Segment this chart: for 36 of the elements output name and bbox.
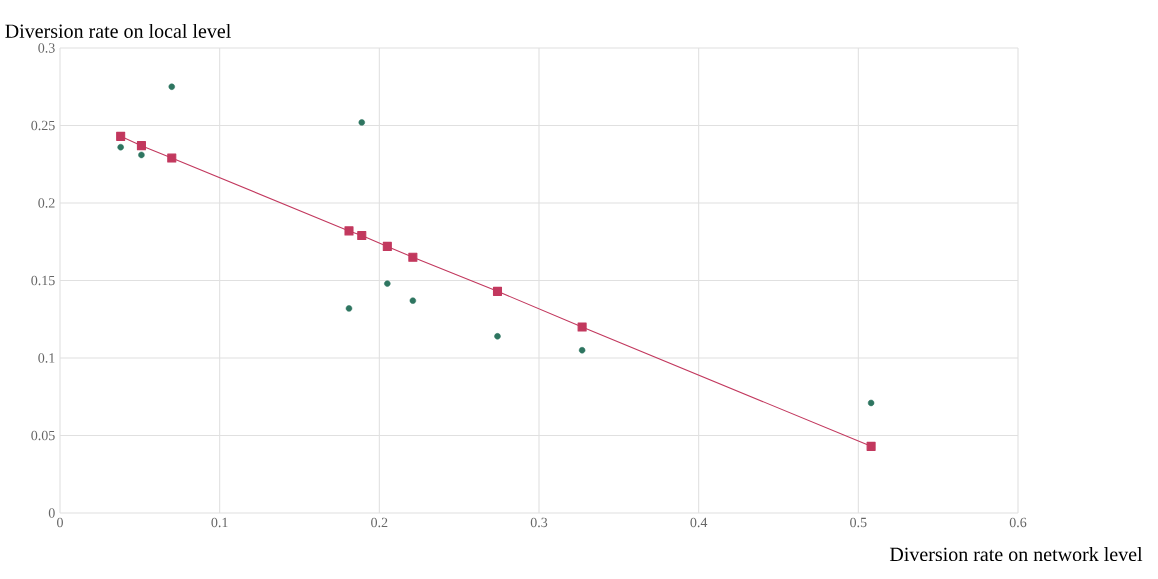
point bbox=[136, 141, 146, 151]
x-axis-title: Diversion rate on network level bbox=[889, 547, 1143, 562]
x-tick-label: 0.5 bbox=[850, 517, 867, 528]
point bbox=[345, 305, 353, 312]
x-tick-label: 0.2 bbox=[371, 517, 388, 528]
point bbox=[384, 280, 391, 287]
x-tick-label: 0.3 bbox=[530, 517, 548, 528]
y-axis-title: Diversion rate on local level bbox=[5, 23, 231, 38]
x-tick-label: 0.1 bbox=[211, 517, 228, 528]
x-tick-label: 0 bbox=[57, 517, 63, 528]
point bbox=[577, 322, 587, 332]
point bbox=[382, 241, 392, 251]
point bbox=[408, 252, 418, 262]
point bbox=[494, 333, 501, 340]
y-tick-label: 0.3 bbox=[38, 43, 55, 53]
x-tick-label: 0.4 bbox=[690, 517, 708, 528]
point bbox=[409, 297, 417, 304]
point bbox=[167, 153, 177, 163]
y-tick-label: 0.1 bbox=[38, 353, 55, 363]
point bbox=[358, 119, 365, 126]
point bbox=[344, 226, 354, 236]
y-tick-label: 0.25 bbox=[31, 120, 55, 131]
y-tick-label: 0 bbox=[48, 508, 55, 518]
point bbox=[117, 144, 124, 151]
y-tick-label: 0.2 bbox=[38, 198, 55, 208]
y-tick-label: 0.05 bbox=[31, 430, 55, 441]
x-tick-label: 0.6 bbox=[1009, 517, 1027, 528]
point bbox=[578, 347, 586, 354]
y-tick-label: 0.15 bbox=[31, 275, 55, 286]
point bbox=[492, 286, 503, 296]
point bbox=[116, 131, 126, 141]
point bbox=[168, 83, 175, 90]
point bbox=[867, 399, 875, 407]
point bbox=[866, 441, 876, 451]
point bbox=[357, 231, 367, 241]
point bbox=[138, 151, 145, 159]
